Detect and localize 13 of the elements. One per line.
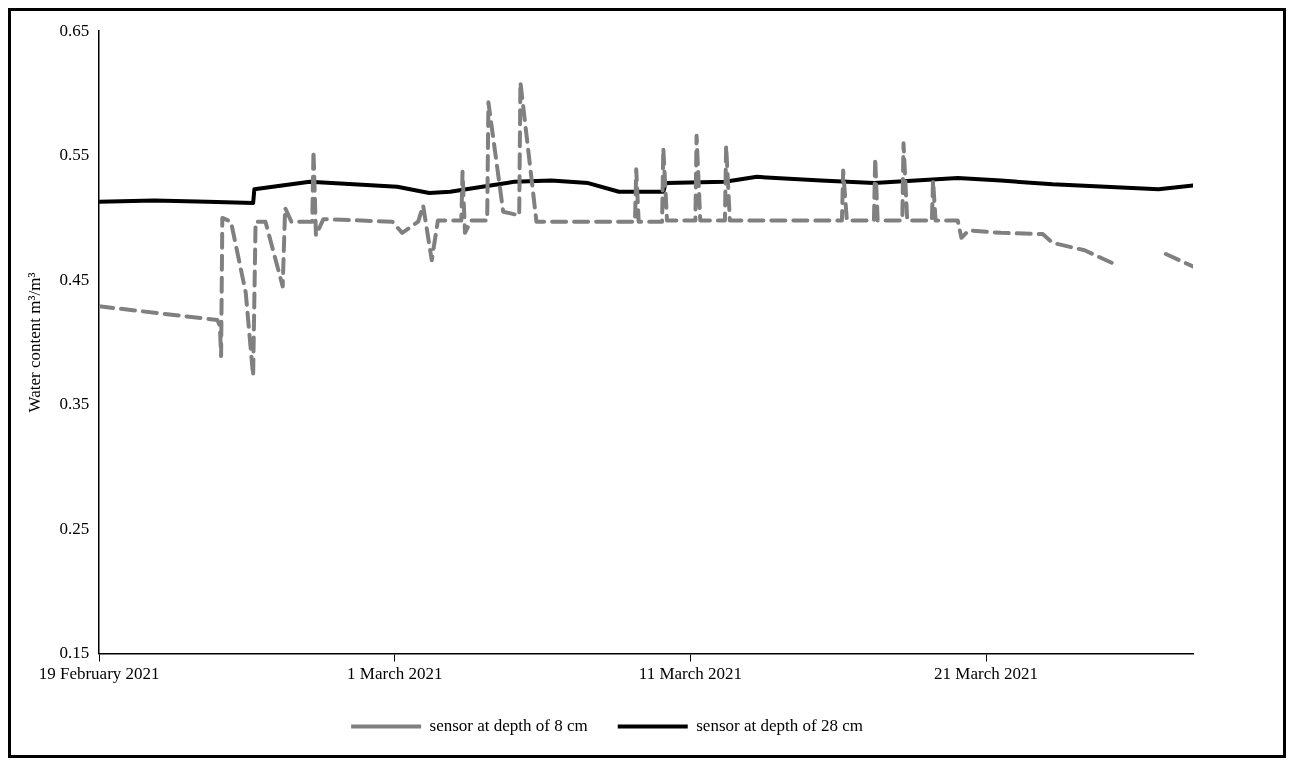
y-tick-label: 0.15 bbox=[59, 643, 90, 663]
y-tick-label: 0.55 bbox=[59, 145, 90, 165]
x-tick-label: 21 March 2021 bbox=[934, 664, 1038, 684]
y-axis-title: Water content m³/m³ bbox=[24, 272, 44, 413]
legend-label: sensor at depth of 28 cm bbox=[696, 715, 863, 735]
y-tick-label: 0.45 bbox=[59, 269, 90, 289]
y-tick-label: 0.35 bbox=[59, 394, 90, 414]
legend-label: sensor at depth of 8 cm bbox=[429, 715, 588, 735]
y-tick-label: 0.65 bbox=[59, 20, 90, 40]
x-tick-label: 1 March 2021 bbox=[347, 664, 443, 684]
x-tick-label: 19 February 2021 bbox=[38, 664, 160, 684]
x-tick-label: 11 March 2021 bbox=[638, 664, 743, 684]
y-tick-label: 0.25 bbox=[59, 518, 90, 538]
